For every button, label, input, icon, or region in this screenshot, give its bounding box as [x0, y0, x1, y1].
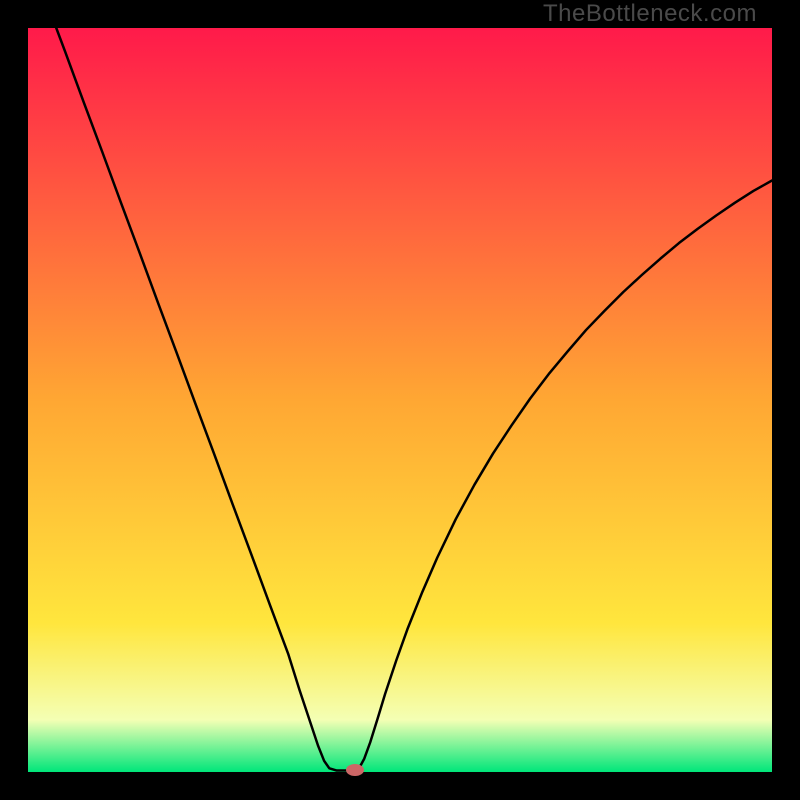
- bottleneck-curve: [0, 0, 800, 800]
- optimal-point-marker: [346, 764, 364, 776]
- chart-frame: TheBottleneck.com: [0, 0, 800, 800]
